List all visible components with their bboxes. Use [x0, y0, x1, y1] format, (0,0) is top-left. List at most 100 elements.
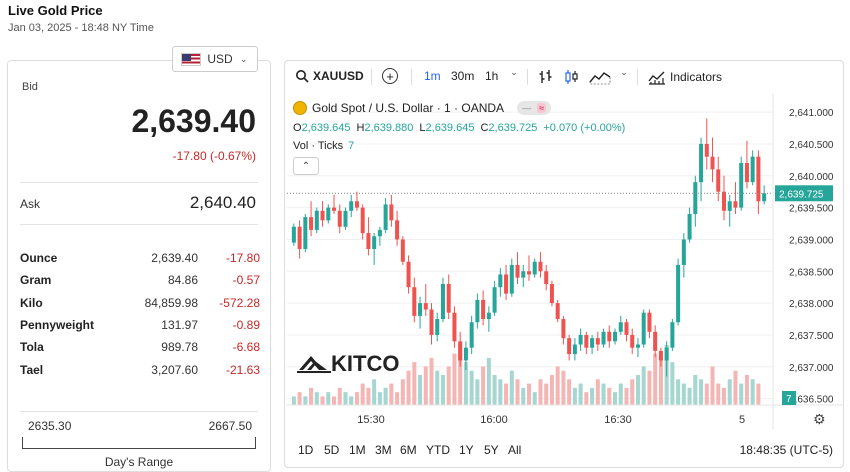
ohlc-low-label: L: [419, 122, 426, 134]
candle-body: [303, 217, 308, 249]
bar-style-button[interactable]: [538, 69, 554, 85]
volume-bar: [486, 357, 491, 405]
candle-body: [618, 322, 623, 332]
candle-body: [521, 271, 526, 278]
chart-type-dropdown[interactable]: ⌄: [619, 67, 629, 77]
interval-1h[interactable]: 1h: [485, 69, 499, 83]
volume-bar: [750, 379, 755, 405]
candle-body: [561, 319, 566, 339]
volume-bar: [509, 370, 514, 405]
candle-body: [452, 312, 457, 342]
unit-change: -21.63: [225, 362, 260, 377]
symbol-search[interactable]: XAUUSD: [295, 69, 364, 83]
period-all[interactable]: All: [508, 443, 522, 457]
toolbar-separator: [411, 69, 412, 85]
candle-body: [343, 210, 348, 227]
volume-bar: [314, 392, 319, 405]
last-price-badge: 2,639.725 7: [287, 185, 833, 405]
page-title: Live Gold Price: [8, 3, 103, 18]
unit-price: 84.86: [167, 273, 198, 288]
period-1y[interactable]: 1Y: [459, 443, 474, 457]
period-1d[interactable]: 1D: [298, 443, 314, 457]
volume-bar: [332, 396, 337, 405]
candle-body: [658, 350, 663, 361]
volume-bar: [458, 345, 463, 405]
volume-bar: [418, 375, 423, 405]
candle-body: [463, 347, 468, 361]
divider: [20, 182, 258, 183]
volume-label: Vol · Ticks: [293, 140, 344, 152]
candle-body: [509, 264, 514, 294]
collapse-legend-button[interactable]: ⌃: [293, 157, 319, 175]
days-range-low: 2635.30: [28, 419, 72, 433]
period-ytd[interactable]: YTD: [426, 443, 450, 457]
candle-body: [515, 264, 520, 278]
candle-body: [498, 274, 503, 288]
price-tick-label: 2,640.000: [789, 172, 834, 183]
compare-button[interactable]: +: [382, 68, 398, 84]
candle-body: [716, 169, 721, 192]
price-tick-label: 2,637.000: [789, 363, 834, 374]
currency-dropdown[interactable]: USD ⌄: [172, 46, 258, 72]
toolbar-separator: [527, 69, 528, 85]
volume-bar: [613, 392, 618, 405]
price-chart[interactable]: 2,641.0002,640.5002,640.0002,639.5002,63…: [285, 61, 844, 468]
chevron-down-icon: ⌄: [620, 66, 628, 77]
area-style-button[interactable]: [589, 69, 611, 85]
candle-body: [383, 204, 388, 230]
ohlc-close-label: C: [480, 122, 489, 134]
unit-row-tael: Tael 3,207.60 -21.63: [20, 358, 260, 380]
unit-name: Gram: [20, 273, 52, 288]
volume-bar: [670, 362, 675, 405]
volume-bar: [549, 375, 554, 405]
unit-name: Kilo: [20, 295, 43, 310]
period-bar: 1D 5D 1M 3M 6M YTD 1Y 5Y All 18:48:35 (U…: [285, 437, 843, 467]
candle-body: [744, 163, 749, 183]
volume-bar: [630, 379, 635, 405]
price-tick-label: 2,639.500: [789, 204, 834, 215]
period-3m[interactable]: 3M: [375, 443, 392, 457]
candle-body: [750, 156, 755, 183]
settings-icon[interactable]: ⚙: [813, 412, 826, 428]
unit-row-tola: Tola 989.78 -6.68: [20, 336, 260, 358]
indicators-button[interactable]: Indicators: [648, 69, 722, 85]
ohlc-change: +0.070 (+0.00%): [543, 122, 626, 134]
unit-price-table: Ounce 2,639.40 -17.80 Gram 84.86 -0.57 K…: [20, 247, 260, 381]
volume-bar: [297, 392, 302, 405]
volume-bar: [647, 370, 652, 405]
period-6m[interactable]: 6M: [400, 443, 417, 457]
volume-bar: [406, 370, 411, 405]
period-1m[interactable]: 1M: [349, 443, 366, 457]
candle-style-button[interactable]: [564, 69, 580, 85]
time-axis: 15:30 16:00 16:30 5 ⚙: [287, 404, 843, 428]
period-5y[interactable]: 5Y: [484, 443, 499, 457]
candle-body: [400, 239, 405, 262]
candle-body: [676, 264, 681, 323]
period-5d[interactable]: 5D: [324, 443, 340, 457]
candle-body: [389, 204, 394, 221]
unit-change: -572.28: [219, 295, 260, 310]
ohlc-high-value: 2,639.880: [364, 122, 414, 134]
volume-bar: [739, 383, 744, 405]
candle-body: [756, 156, 761, 202]
candle-body: [721, 191, 726, 211]
candle-body: [578, 334, 583, 345]
candle-body: [532, 261, 537, 275]
volume-bar: [440, 375, 445, 405]
legend-toggle[interactable]: — ≈: [517, 101, 552, 115]
candle-body: [395, 220, 400, 240]
interval-30m[interactable]: 30m: [451, 69, 475, 83]
volume-bar: [727, 379, 732, 405]
volume-bar: [744, 375, 749, 405]
candle-body: [693, 182, 698, 214]
volume-bar: [601, 383, 606, 405]
interval-1m[interactable]: 1m: [424, 69, 441, 83]
toolbar-separator: [371, 69, 372, 85]
volume-bar: [521, 387, 526, 405]
candle-body: [647, 312, 652, 332]
unit-name: Pennyweight: [20, 318, 95, 333]
candle-body: [418, 303, 423, 316]
candle-body: [590, 338, 595, 348]
interval-dropdown[interactable]: ⌄: [509, 67, 519, 77]
candle-body: [607, 331, 612, 342]
